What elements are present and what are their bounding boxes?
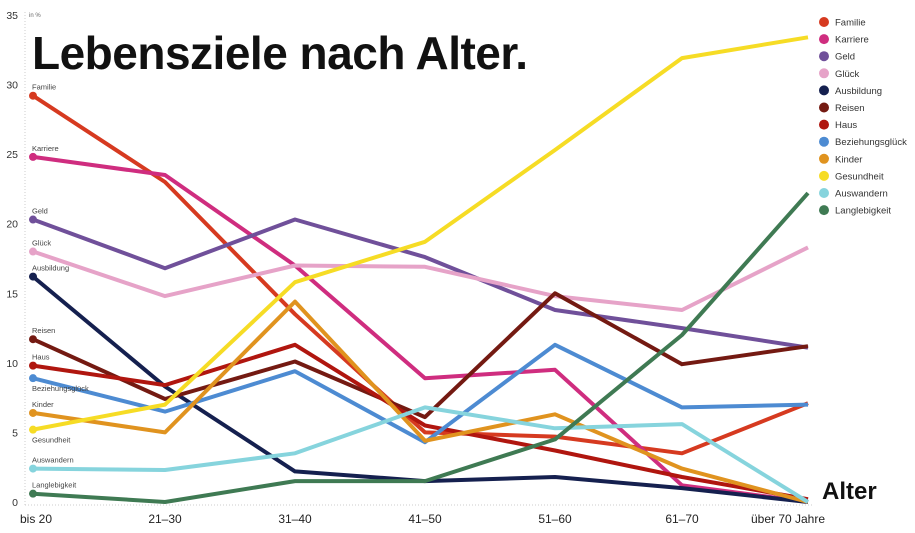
series-start-label: Haus xyxy=(32,353,50,362)
legend-item: Reisen xyxy=(819,102,865,114)
y-tick-label: 15 xyxy=(6,288,18,300)
series-start-label: Geld xyxy=(32,207,48,216)
series-start-marker xyxy=(29,335,37,344)
legend-item: Geld xyxy=(819,51,855,63)
legend-label: Kinder xyxy=(835,154,862,165)
chart-title: Lebensziele nach Alter. xyxy=(32,27,528,79)
x-tick-label: 21–30 xyxy=(148,512,182,526)
legend-marker xyxy=(819,153,829,164)
series-start-label: Ausbildung xyxy=(32,264,69,273)
legend: Familie Karriere Geld Glück Ausbildung Reisen… xyxy=(819,17,907,217)
legend-marker xyxy=(819,85,829,96)
series-lines xyxy=(29,35,810,504)
series-start-marker xyxy=(29,247,37,256)
series-start-label: Beziehungsglück xyxy=(32,384,89,393)
x-axis-label: Alter xyxy=(822,478,877,505)
legend-item: Langlebigkeit xyxy=(819,205,891,217)
x-tick-label: 61–70 xyxy=(665,512,699,526)
legend-item: Karriere xyxy=(819,34,869,46)
legend-item: Auswandern xyxy=(819,188,888,200)
x-tick-label: 41–50 xyxy=(408,512,442,526)
legend-label: Beziehungsglück xyxy=(835,137,907,148)
legend-item: Familie xyxy=(819,17,866,29)
x-tick-label: über 70 Jahre xyxy=(751,512,825,526)
y-tick-label: 5 xyxy=(12,427,18,439)
series-start-label: Auswandern xyxy=(32,456,74,465)
series-start-marker xyxy=(29,361,37,370)
y-tick-label: 35 xyxy=(6,10,18,22)
legend-marker xyxy=(819,119,829,130)
legend-marker xyxy=(819,205,829,216)
series-line-auswandern xyxy=(32,405,810,504)
series-line-glück xyxy=(32,245,809,312)
series-start-marker xyxy=(29,152,37,161)
x-tick-label: 31–40 xyxy=(278,512,312,526)
y-tick-label: 10 xyxy=(6,358,18,370)
legend-item: Gesundheit xyxy=(819,170,884,182)
legend-item: Haus xyxy=(819,119,857,131)
series-start-labels: Familie Karriere Geld Glück Ausbildung Reisen… xyxy=(32,83,89,490)
series-start-marker xyxy=(29,425,37,434)
y-tick-label: 0 xyxy=(12,497,18,509)
legend-marker xyxy=(819,102,829,113)
legend-label: Geld xyxy=(835,52,855,63)
axes: 0 5 10 15 20 25 30 35 in % bis 20 21–30 31–40 41–50 5… xyxy=(6,10,825,526)
series-start-label: Glück xyxy=(32,239,51,248)
legend-item: Kinder xyxy=(819,153,862,165)
legend-marker xyxy=(819,68,829,79)
series-line-familie xyxy=(31,94,809,456)
legend-item: Ausbildung xyxy=(819,85,882,97)
series-line-langlebigkeit xyxy=(32,191,810,504)
x-tick-label: bis 20 xyxy=(20,512,52,526)
series-start-label: Familie xyxy=(32,83,56,92)
legend-marker xyxy=(819,51,829,62)
legend-label: Ausbildung xyxy=(835,86,882,97)
legend-label: Gesundheit xyxy=(835,171,884,182)
y-tick-label: 30 xyxy=(6,80,18,92)
legend-marker xyxy=(819,170,829,181)
y-tick-label: 20 xyxy=(6,219,18,231)
series-line-haus xyxy=(32,342,809,502)
series-start-label: Kinder xyxy=(32,400,54,409)
legend-label: Karriere xyxy=(835,35,869,46)
legend-item: Beziehungsglück xyxy=(819,136,907,148)
legend-marker xyxy=(819,34,829,45)
series-start-marker xyxy=(29,464,37,473)
series-line-geld xyxy=(32,217,809,350)
legend-label: Glück xyxy=(835,69,860,80)
series-line-reisen xyxy=(32,291,809,420)
y-axis-unit: in % xyxy=(29,13,41,19)
series-start-label: Langlebigkeit xyxy=(32,481,77,490)
series-line-kinder xyxy=(32,299,809,504)
series-start-marker xyxy=(29,91,37,100)
series-start-marker xyxy=(29,374,37,383)
series-start-label: Karriere xyxy=(32,144,59,153)
legend-label: Langlebigkeit xyxy=(835,206,891,217)
legend-label: Familie xyxy=(835,18,866,29)
legend-marker xyxy=(819,188,829,198)
series-start-marker xyxy=(29,272,37,281)
series-start-label: Gesundheit xyxy=(32,436,71,445)
series-start-marker xyxy=(29,489,37,498)
series-start-marker xyxy=(29,215,37,224)
series-line-karriere xyxy=(32,154,809,504)
legend-marker xyxy=(819,17,829,27)
legend-marker xyxy=(819,136,829,147)
y-tick-label: 25 xyxy=(6,149,18,161)
series-start-label: Reisen xyxy=(32,326,55,335)
legend-label: Haus xyxy=(835,120,857,131)
series-line-gesundheit xyxy=(32,35,809,432)
legend-item: Glück xyxy=(819,68,860,80)
legend-label: Reisen xyxy=(835,103,865,114)
series-start-marker xyxy=(29,408,37,417)
legend-label: Auswandern xyxy=(835,189,888,200)
x-tick-label: 51–60 xyxy=(538,512,572,526)
